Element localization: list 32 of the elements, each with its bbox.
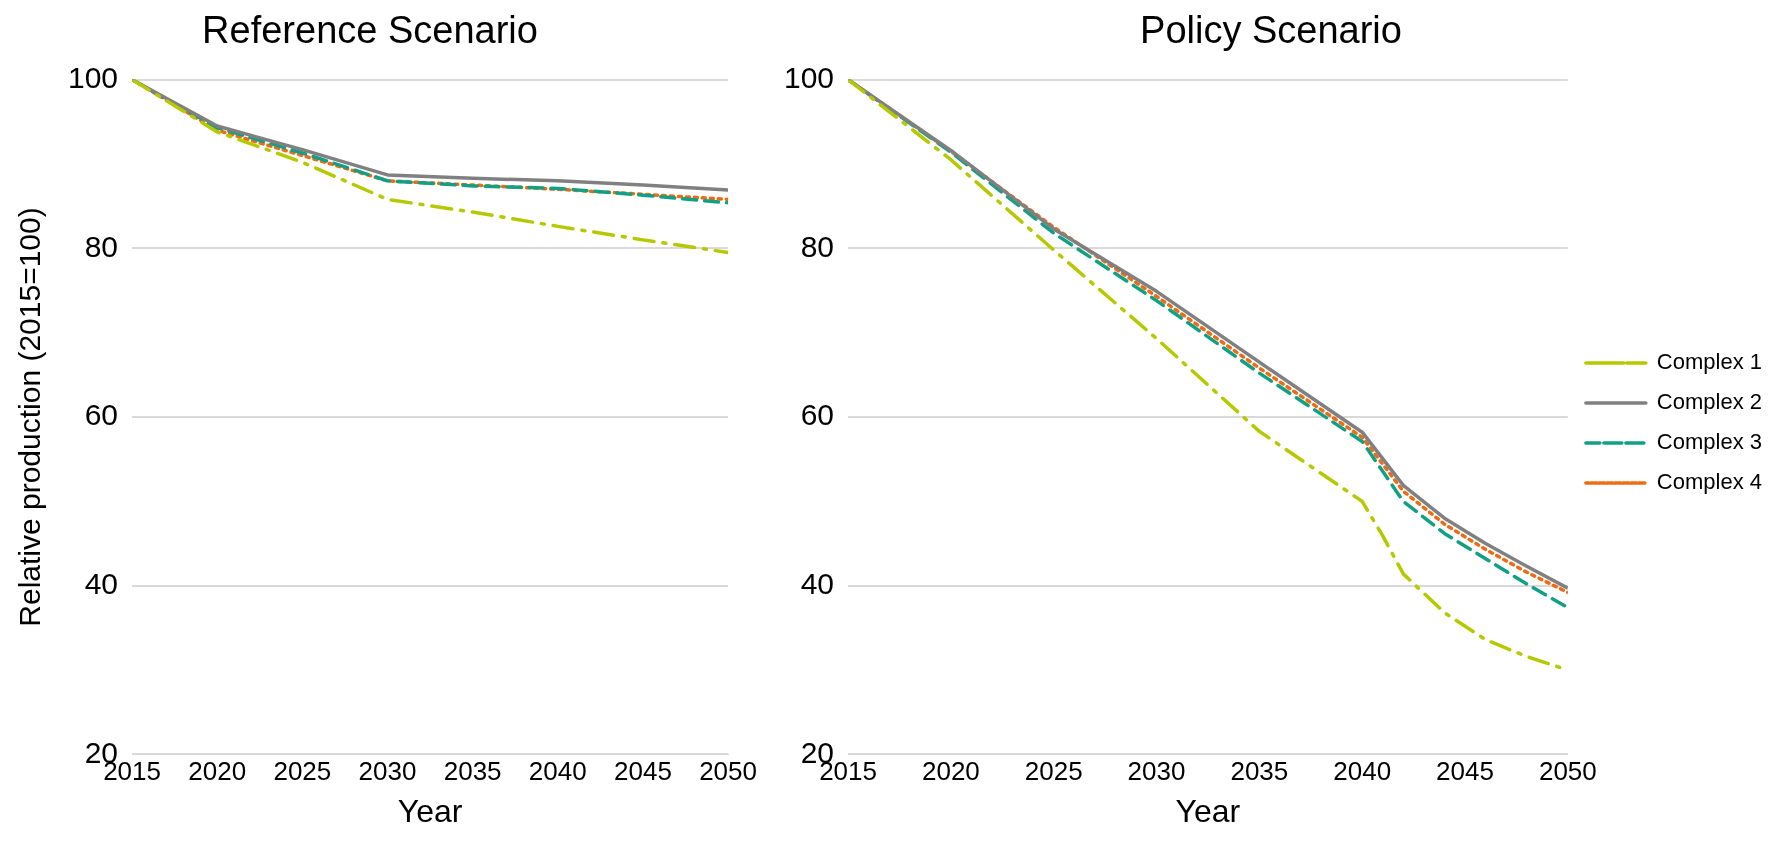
y-tick-label: 100	[67, 60, 119, 94]
legend-label: Complex 2	[1656, 389, 1762, 415]
x-tick-label: 2030	[358, 756, 417, 787]
y-tick-label: 40	[84, 566, 119, 600]
y-tick-label: 60	[800, 398, 835, 432]
x-tick-label: 2045	[1436, 756, 1494, 787]
x-tick-label: 2040	[528, 756, 587, 787]
y-tick-label: 80	[800, 229, 835, 263]
x-tick-label: 2050	[699, 756, 757, 787]
legend-label: Complex 3	[1656, 429, 1762, 455]
x-tick-label: 2030	[1127, 756, 1186, 787]
legend-label: Complex 1	[1656, 349, 1762, 375]
x-tick-label: 2025	[1024, 756, 1083, 787]
x-axis-title: Year	[397, 792, 463, 829]
x-tick-label: 2045	[614, 756, 672, 787]
x-tick-label: 2040	[1333, 756, 1392, 787]
x-tick-label: 2050	[1538, 756, 1597, 787]
chart-title: Reference Scenario	[202, 9, 538, 52]
x-tick-label: 2025	[273, 756, 332, 787]
x-axis-title: Year	[1175, 792, 1241, 829]
y-tick-label: 80	[84, 229, 119, 263]
x-tick-label: 2020	[921, 756, 980, 787]
legend-label: Complex 4	[1656, 469, 1762, 495]
y-tick-label: 60	[84, 398, 119, 432]
x-tick-label: 2035	[1230, 756, 1289, 787]
x-tick-label: 2035	[443, 756, 502, 787]
x-tick-label: 2020	[188, 756, 247, 787]
line-series	[132, 79, 729, 255]
y-tick-label: 100	[783, 60, 835, 94]
chart-title: Policy Scenario	[1140, 9, 1402, 52]
y-axis-title: Relative production (2015=100)	[13, 207, 47, 627]
y-tick-label: 40	[800, 566, 835, 600]
